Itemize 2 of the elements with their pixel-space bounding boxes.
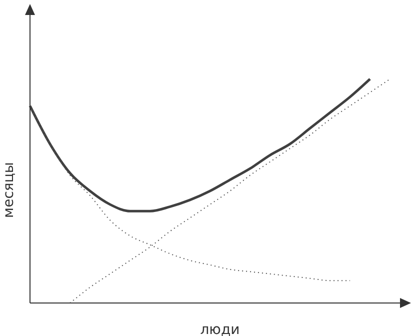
- x-axis-title: люди: [200, 322, 240, 336]
- y-axis-title: месяцы: [1, 162, 17, 218]
